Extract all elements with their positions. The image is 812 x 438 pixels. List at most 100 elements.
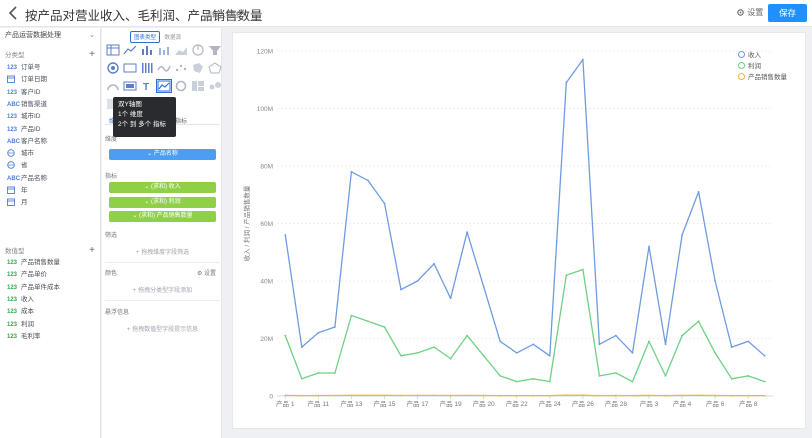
chart-type-donut-icon[interactable] bbox=[106, 62, 120, 74]
series-0-point bbox=[681, 234, 683, 236]
series-0-point bbox=[284, 234, 287, 236]
chart-type-bubble2-icon[interactable] bbox=[208, 80, 222, 92]
chart-type-kpi-icon[interactable] bbox=[123, 62, 137, 74]
chart-type-bubble-icon[interactable] bbox=[123, 80, 137, 92]
series-1-point bbox=[449, 357, 452, 360]
dimension-field-9[interactable]: ABC产品名称 bbox=[0, 173, 101, 185]
chart-type-ring-icon[interactable] bbox=[174, 80, 188, 92]
settings-button[interactable]: 设置 bbox=[736, 7, 763, 18]
chart-type-area-chart-icon[interactable] bbox=[174, 44, 188, 56]
dimension-field-7[interactable]: 城市 bbox=[0, 148, 101, 160]
series-0-point bbox=[400, 288, 402, 291]
chart-type-wave-icon[interactable] bbox=[157, 62, 171, 74]
field-type-icon: 123 bbox=[7, 272, 18, 279]
dimension-field-5[interactable]: 123 产品ID bbox=[0, 124, 101, 136]
dimension-field-8[interactable]: 省 bbox=[0, 160, 101, 172]
y-tick-label: 40M bbox=[260, 279, 273, 286]
chart-type-line-icon[interactable] bbox=[123, 44, 137, 56]
filter-drop-zone[interactable]: + 拖拽维度字段筛选 bbox=[135, 250, 190, 256]
chart-type-bar2-icon[interactable] bbox=[157, 44, 171, 56]
chart-type-text-icon[interactable]: T bbox=[140, 80, 154, 92]
gear-icon bbox=[737, 9, 744, 16]
color-drop-zone[interactable]: + 拖拽分类型字段添加 bbox=[132, 288, 193, 294]
chevron-down-icon: ⌄ bbox=[147, 151, 154, 157]
save-button[interactable]: 保存 bbox=[768, 4, 807, 22]
back-arrow-icon[interactable] bbox=[7, 5, 21, 21]
measure-field-0[interactable]: 123 产品销售数量 bbox=[0, 257, 101, 269]
dataset-selector[interactable]: 产品运营数据处理 ⌄ bbox=[0, 28, 101, 44]
measure-pill-0[interactable]: ⌄ (求和) 收入 bbox=[109, 182, 216, 193]
measure-pill-1[interactable]: ⌄ (求和) 利润 bbox=[109, 196, 216, 208]
tooltip-drop-zone[interactable]: + 拖拽数值型字段提示信息 bbox=[126, 327, 199, 333]
series-1-point bbox=[664, 374, 667, 377]
chart-type-dual-axis-icon[interactable] bbox=[156, 79, 172, 93]
dimension-field-10[interactable]: 年 bbox=[0, 185, 101, 197]
measures-section-header: 数值型 + bbox=[0, 245, 101, 258]
measure-field-3[interactable]: 123 收入 bbox=[0, 294, 101, 306]
series-2-point bbox=[416, 394, 419, 397]
field-name: 毛利率 bbox=[21, 332, 41, 340]
field-name: 产品ID bbox=[21, 125, 41, 133]
chevron-down-icon: ⌄ bbox=[144, 198, 152, 205]
chart-type-funnel-icon[interactable] bbox=[208, 44, 222, 56]
dimension-field-3[interactable]: ABC销售渠道 bbox=[0, 99, 101, 111]
chart-type-pie-icon[interactable] bbox=[191, 44, 205, 56]
chart-type-combo-icon[interactable] bbox=[140, 62, 154, 74]
measure-field-4[interactable]: 123 成本 bbox=[0, 306, 101, 318]
dimension-field-2[interactable]: 123 客户ID bbox=[0, 87, 101, 99]
add-measure-icon[interactable]: + bbox=[89, 245, 95, 256]
measure-field-1[interactable]: 123 产品单价 bbox=[0, 269, 101, 281]
legend-item-1[interactable]: 利润 bbox=[738, 60, 787, 71]
measure-section-label: 指标 bbox=[105, 174, 118, 180]
chart-type-tree-icon[interactable] bbox=[191, 80, 205, 92]
series-2-point bbox=[581, 394, 584, 397]
y-tick-label: 120M bbox=[257, 49, 273, 56]
tab-chart-type[interactable]: 图表类型 bbox=[130, 31, 161, 43]
divider bbox=[105, 262, 220, 263]
config-tabs: 图表类型 数据源 bbox=[130, 31, 184, 43]
tab-data-source[interactable]: 数据源 bbox=[164, 35, 182, 41]
series-0-point bbox=[664, 343, 667, 346]
chart-type-scatter-icon[interactable] bbox=[174, 62, 188, 74]
measure-field-6[interactable]: 123 毛利率 bbox=[0, 331, 101, 343]
series-2-point bbox=[383, 394, 386, 397]
x-tick-label: 产品 19 bbox=[440, 399, 462, 408]
chart-type-gauge-icon[interactable] bbox=[106, 80, 120, 92]
y-tick-label: 100M bbox=[257, 106, 273, 113]
config-panel: 图表类型 数据源 bbox=[102, 28, 222, 438]
dimension-field-6[interactable]: ABC客户名称 bbox=[0, 136, 101, 148]
series-2-point bbox=[615, 394, 617, 397]
series-2-point bbox=[763, 394, 766, 397]
measure-field-2[interactable]: 123 产品单件成本 bbox=[0, 282, 101, 294]
field-name: 客户名称 bbox=[21, 137, 47, 145]
series-1-point bbox=[648, 340, 650, 343]
measure-pill-2[interactable]: ⌄ (求和) 产品销售数量 bbox=[109, 211, 216, 222]
tooltip-title: 双Y轴图 bbox=[118, 101, 142, 108]
page-title[interactable]: 按产品对营业收入、毛利润、产品销售数量 bbox=[25, 9, 263, 23]
series-2-point bbox=[284, 394, 287, 397]
sub-tab-measure[interactable]: 指标 bbox=[175, 119, 188, 125]
series-2-point bbox=[515, 394, 518, 397]
add-dimension-icon[interactable]: + bbox=[89, 49, 95, 60]
dimension-field-11[interactable]: 月 bbox=[0, 197, 101, 209]
dimension-field-0[interactable]: 123 订单号 bbox=[0, 62, 101, 74]
chart-type-map-icon[interactable] bbox=[191, 62, 205, 74]
chart-type-table-icon[interactable] bbox=[106, 44, 120, 56]
dimension-field-pill[interactable]: ⌄ 产品名称 bbox=[109, 149, 216, 160]
series-1-point bbox=[714, 351, 717, 354]
chart-canvas[interactable]: 0 20M 40M 60M 80M 100M 120M 收入 / 利润 / 产品销售数量 产品 … bbox=[232, 32, 806, 429]
dimension-field-1[interactable]: 订单日期 bbox=[0, 74, 101, 86]
chart-type-bar-icon[interactable] bbox=[140, 44, 154, 56]
measure-field-5[interactable]: 123 利润 bbox=[0, 319, 101, 331]
series-0-point bbox=[515, 351, 518, 354]
series-1-point bbox=[499, 374, 502, 377]
dimension-field-4[interactable]: 123 城市ID bbox=[0, 111, 101, 123]
settings-label: 设置 bbox=[747, 8, 764, 17]
color-section-label: 颜色 bbox=[105, 271, 118, 277]
series-0-point bbox=[449, 297, 452, 300]
legend-item-0[interactable]: 收入 bbox=[738, 49, 787, 60]
description-input[interactable] bbox=[205, 9, 295, 21]
legend-item-2[interactable]: 产品销售数量 bbox=[738, 71, 787, 82]
color-settings-button[interactable]: ⚙ 设置 bbox=[197, 268, 216, 277]
chart-type-radar-icon[interactable] bbox=[208, 62, 222, 74]
